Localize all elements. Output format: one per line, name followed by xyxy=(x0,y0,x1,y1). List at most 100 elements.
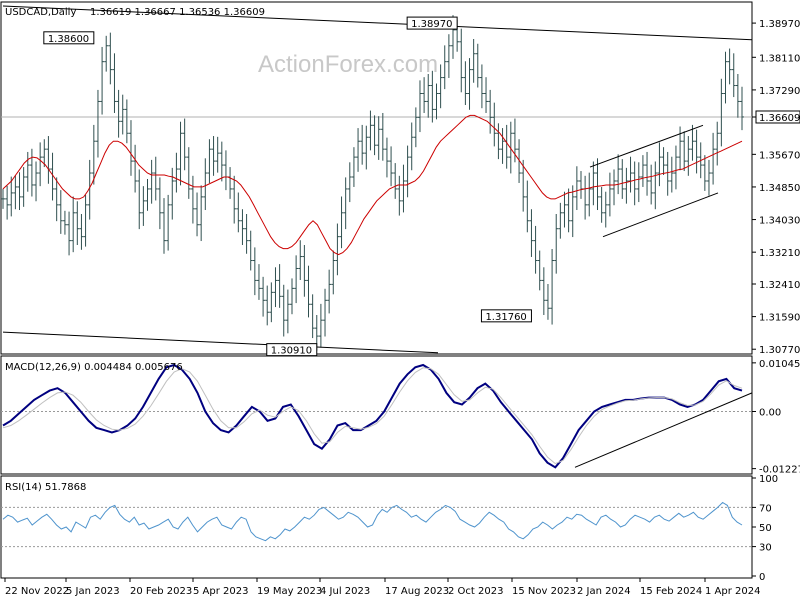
price-bar xyxy=(318,303,323,348)
price-bar xyxy=(83,194,88,247)
price-bar xyxy=(719,78,724,147)
price-bar xyxy=(310,294,315,339)
price-bar xyxy=(545,283,550,320)
price-bar xyxy=(620,159,625,199)
price-bar xyxy=(442,45,447,90)
price-bar xyxy=(199,185,204,242)
price-bar xyxy=(285,289,290,334)
price-bar xyxy=(34,161,39,202)
price-bar xyxy=(607,172,612,217)
price-bar xyxy=(335,223,340,276)
price-bar xyxy=(640,155,645,187)
macd-tick-label: 0.00 xyxy=(759,408,781,419)
price-bar xyxy=(587,172,592,217)
price-bar xyxy=(612,169,617,206)
price-bar xyxy=(628,156,633,193)
price-bar xyxy=(446,34,451,78)
price-bar xyxy=(133,144,138,193)
price-bar xyxy=(558,202,563,239)
price-bar xyxy=(570,185,575,238)
price-bar xyxy=(690,124,695,161)
price-tick-label: 1.36609 xyxy=(759,113,800,124)
price-bar xyxy=(232,175,237,224)
price-bar xyxy=(223,150,228,191)
price-bar xyxy=(269,282,274,323)
price-bar xyxy=(145,178,150,211)
price-bar xyxy=(38,142,43,187)
price-bar xyxy=(475,43,480,88)
upper-channel-line xyxy=(2,5,753,41)
price-bar xyxy=(50,152,55,201)
price-bar xyxy=(583,175,588,220)
price-bar xyxy=(277,264,282,308)
price-bar xyxy=(128,120,133,176)
macd-layer xyxy=(1,363,753,469)
price-bar xyxy=(566,188,571,233)
price-bar xyxy=(281,284,286,337)
price-bar xyxy=(661,147,666,176)
x-tick-label: 1 Apr 2024 xyxy=(705,586,760,597)
price-tick-label: 1.35670 xyxy=(759,150,800,161)
price-bar xyxy=(104,35,109,72)
price-bar xyxy=(438,64,443,109)
axis-layer: 1.38970 1.38110 1.37290 1.36609 1.35670 1.348… xyxy=(4,19,800,597)
price-bar xyxy=(727,48,732,85)
price-bar xyxy=(95,89,100,158)
price-bar xyxy=(517,139,522,183)
price-bar xyxy=(599,186,604,223)
price-bar xyxy=(397,175,402,216)
price-bar xyxy=(21,167,26,207)
price-annotation: 1.31760 xyxy=(480,309,532,323)
price-bar xyxy=(488,89,493,134)
price-bar xyxy=(616,154,621,195)
price-bar xyxy=(603,191,608,228)
price-tick-label: 1.34030 xyxy=(759,216,800,227)
price-bar xyxy=(157,177,162,230)
x-tick-label: 22 Nov 2022 xyxy=(5,586,69,597)
price-bar xyxy=(166,194,171,251)
price-bar xyxy=(368,110,373,151)
macd-label: MACD(12,26,9) 0.004484 0.005676 xyxy=(5,362,183,373)
moving-average-line xyxy=(2,114,743,256)
price-bar xyxy=(682,131,687,172)
price-bar xyxy=(426,73,431,118)
price-bar xyxy=(71,196,76,253)
x-tick-label: 4 Jul 2023 xyxy=(320,586,370,597)
price-bar xyxy=(58,190,63,234)
price-bar xyxy=(252,247,257,296)
price-bar xyxy=(731,53,736,98)
price-bar xyxy=(694,129,699,174)
price-bar xyxy=(215,136,220,173)
price-bar xyxy=(273,267,278,308)
macd-tick-label: -0.012276 xyxy=(759,465,800,476)
rsi-tick-label: 0 xyxy=(759,572,765,583)
price-bar xyxy=(244,213,249,254)
price-bar xyxy=(372,115,377,156)
price-bar xyxy=(657,142,662,187)
price-bar xyxy=(723,51,728,104)
x-tick-label: 2 Jan 2024 xyxy=(577,586,631,597)
symbol-label: USDCAD,Daily xyxy=(5,7,76,18)
rsi-label: RSI(14) 51.7868 xyxy=(5,482,86,493)
price-bar xyxy=(236,192,241,233)
price-bar xyxy=(331,250,336,295)
price-bar xyxy=(389,146,394,187)
annotation-label: 1.31760 xyxy=(485,312,526,323)
price-bar xyxy=(413,107,418,148)
price-panel-frame xyxy=(0,1,753,355)
rsi-tick-label: 100 xyxy=(759,474,778,485)
price-bar xyxy=(46,136,51,184)
price-bar xyxy=(25,151,30,192)
price-bar xyxy=(149,159,154,204)
price-bar xyxy=(702,155,707,191)
price-bar xyxy=(240,209,245,246)
price-bar xyxy=(203,158,208,211)
price-bar xyxy=(360,124,365,165)
price-bar xyxy=(298,240,303,281)
price-annotation: 1.30910 xyxy=(266,343,318,357)
rsi-panel-frame xyxy=(0,475,753,579)
annotation-label: 1.38600 xyxy=(48,34,89,45)
price-bar xyxy=(289,278,294,315)
macd-tick-label: 0.010457 xyxy=(759,359,800,370)
